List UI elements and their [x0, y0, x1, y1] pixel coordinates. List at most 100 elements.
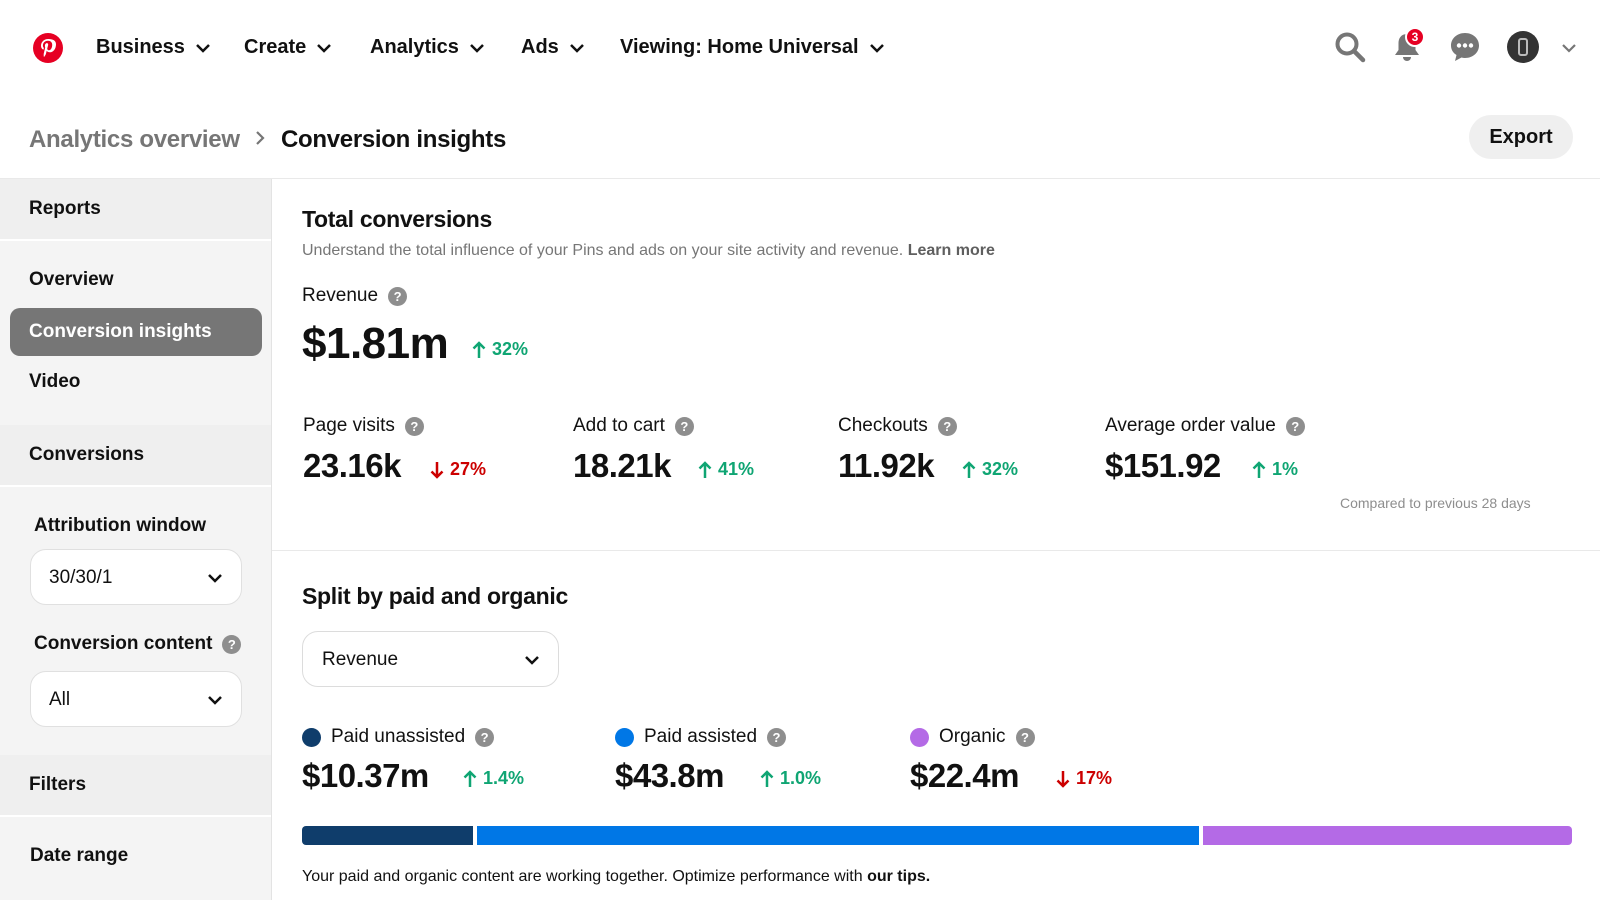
nav-analytics[interactable]: Analytics [370, 36, 485, 59]
total-conversions-subtitle: Understand the total influence of your P… [302, 242, 995, 260]
sidebar-item-overview[interactable]: Overview [29, 269, 114, 290]
sidebar-reports-list: Overview Conversion insights Video [0, 241, 271, 425]
average-order-value-delta: 1% [1252, 459, 1298, 480]
help-icon[interactable]: ? [937, 416, 957, 436]
avatar[interactable] [1507, 31, 1539, 63]
chevron-down-icon [196, 43, 210, 53]
help-icon[interactable]: ? [1285, 416, 1305, 436]
conversion-content-text: Conversion content [34, 633, 213, 654]
split-stacked-bar [302, 826, 1572, 845]
conversion-content-value: All [49, 689, 71, 710]
add-to-cart-value: 18.21k [573, 447, 671, 484]
nav-create-label: Create [244, 36, 307, 58]
average-order-value-label: Average order value ? [1105, 415, 1305, 437]
help-icon[interactable]: ? [404, 416, 424, 436]
main-content: Total conversions Understand the total i… [272, 179, 1600, 900]
metric-label-text: Average order value [1105, 415, 1276, 436]
checkouts-delta: 32% [962, 459, 1018, 480]
export-button[interactable]: Export [1469, 115, 1573, 159]
sidebar-filters-header: Filters [0, 755, 271, 815]
help-icon[interactable]: ? [674, 416, 694, 436]
help-icon[interactable]: ? [475, 727, 495, 747]
attribution-window-label: Attribution window [34, 515, 206, 537]
help-icon[interactable]: ? [1015, 727, 1035, 747]
date-range-label: Date range [30, 845, 129, 866]
subtitle-text: Understand the total influence of your P… [302, 242, 904, 259]
attribution-window-value: 30/30/1 [49, 567, 113, 588]
arrow-down-icon [1056, 770, 1070, 788]
chevron-down-icon [208, 574, 222, 583]
divider [0, 485, 271, 487]
series-delta-value: 17% [1076, 768, 1113, 788]
legend-organic: Organic ? [910, 726, 1035, 748]
legend-paid-unassisted: Paid unassisted ? [302, 726, 495, 748]
metric-delta-value: 32% [982, 459, 1019, 479]
organic-delta: 17% [1056, 768, 1112, 789]
help-icon[interactable]: ? [388, 286, 408, 306]
footer-text: Your paid and organic content are workin… [302, 868, 863, 885]
breadcrumb: Analytics overview Conversion insights E… [0, 112, 1600, 178]
sidebar-item-conversion-insights[interactable]: Conversion insights [10, 308, 262, 356]
divider [0, 239, 271, 241]
bar-segment-paid-assisted [476, 826, 1199, 845]
checkouts-value: 11.92k [838, 447, 935, 484]
nav-business[interactable]: Business [96, 36, 211, 59]
conversion-content-select[interactable]: All [30, 671, 242, 727]
filters-header-label: Filters [29, 774, 87, 795]
chevron-down-icon [208, 696, 222, 705]
nav-create[interactable]: Create [244, 36, 332, 59]
our-tips-link[interactable]: our tips. [867, 868, 931, 885]
split-metric-select[interactable]: Revenue [302, 631, 559, 687]
series-delta-value: 1.0% [780, 768, 822, 788]
page-visits-value: 23.16k [303, 447, 401, 484]
page-visits-delta: 27% [430, 459, 486, 480]
revenue-label: Revenue ? [302, 285, 408, 307]
split-footer: Your paid and organic content are workin… [302, 868, 930, 886]
sidebar-reports-header: Reports [0, 179, 271, 239]
reports-header-label: Reports [29, 198, 101, 219]
paid-assisted-dot-icon [615, 727, 634, 747]
arrow-down-icon [430, 461, 444, 479]
legend-paid-assisted: Paid assisted ? [615, 726, 787, 748]
split-metric-value: Revenue [322, 649, 399, 670]
nav-viewing-account[interactable]: Viewing: Home Universal [620, 36, 885, 59]
chevron-down-icon [525, 656, 539, 665]
breadcrumb-parent-link[interactable]: Analytics overview [29, 126, 240, 153]
divider [272, 550, 1600, 551]
legend-label: Paid unassisted [331, 726, 466, 747]
pinterest-logo-icon[interactable] [33, 33, 63, 63]
attribution-window-select[interactable]: 30/30/1 [30, 549, 242, 605]
split-title: Split by paid and organic [302, 583, 568, 609]
nav-viewing-label: Viewing: Home Universal [620, 36, 859, 58]
divider [0, 178, 1600, 179]
organic-dot-icon [910, 727, 929, 747]
arrow-up-icon [760, 769, 774, 787]
arrow-up-icon [698, 460, 712, 478]
help-icon[interactable]: ? [767, 727, 787, 747]
conversion-content-label: Conversion content ? [34, 633, 242, 655]
sidebar-item-video[interactable]: Video [29, 371, 81, 392]
legend-label: Organic [939, 726, 1006, 747]
checkouts-label: Checkouts ? [838, 415, 957, 437]
chevron-down-icon [470, 43, 484, 53]
messages-icon[interactable] [1448, 30, 1482, 64]
sidebar-filters-options: Date range [0, 817, 271, 900]
search-icon[interactable] [1333, 30, 1367, 64]
bar-segment-organic [1202, 826, 1572, 845]
paid-assisted-delta: 1.0% [760, 768, 821, 789]
page-title: Conversion insights [281, 126, 506, 153]
nav-ads[interactable]: Ads [521, 36, 585, 59]
help-icon[interactable]: ? [222, 634, 242, 654]
bar-segment-paid-unassisted [302, 826, 473, 845]
sidebar-conversions-header: Conversions [0, 425, 271, 485]
sidebar-conversions-options: Attribution window 30/30/1 Conversion co… [0, 487, 271, 755]
legend-label: Paid assisted [644, 726, 758, 747]
add-to-cart-delta: 41% [698, 459, 754, 480]
series-delta-value: 1.4% [483, 768, 525, 788]
revenue-label-text: Revenue [302, 285, 379, 306]
learn-more-link[interactable]: Learn more [907, 242, 995, 259]
metric-delta-value: 1% [1272, 459, 1299, 479]
metric-label-text: Page visits [303, 415, 395, 436]
account-chevron-down-icon[interactable] [1561, 40, 1577, 56]
chevron-right-icon [256, 131, 265, 145]
